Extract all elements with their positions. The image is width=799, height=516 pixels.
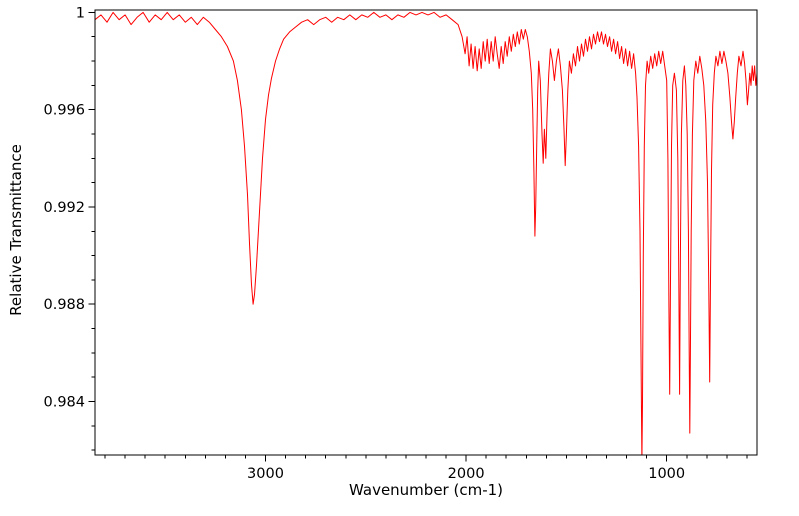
x-axis-label: Wavenumber (cm-1) <box>349 481 503 499</box>
y-tick-label: 0.988 <box>43 297 85 313</box>
x-tick-label: 1000 <box>648 466 685 482</box>
plot-frame <box>94 9 758 456</box>
y-tick-label: 1 <box>76 5 85 21</box>
x-tick-label: 3000 <box>247 466 284 482</box>
y-tick-label: 0.992 <box>43 200 85 216</box>
spectrum-line <box>95 11 757 455</box>
y-tick-label: 0.996 <box>43 103 85 119</box>
y-tick-label: 0.984 <box>43 395 85 411</box>
x-tick-label: 2000 <box>448 466 485 482</box>
y-axis-label: Relative Transmittance <box>7 144 25 316</box>
